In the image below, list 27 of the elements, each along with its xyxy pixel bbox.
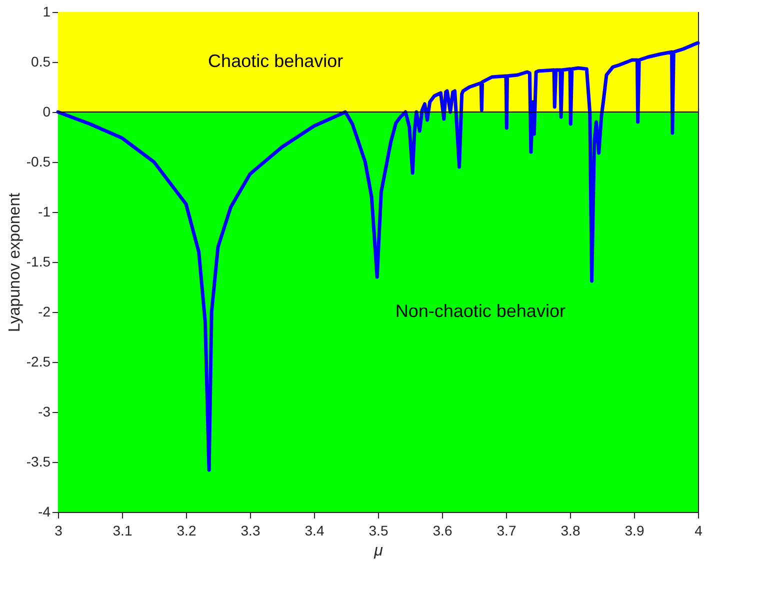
y-tick-label: -1.5 <box>26 254 51 270</box>
x-tick-label: 3.6 <box>432 522 452 538</box>
y-tick-label: -3 <box>38 404 51 420</box>
x-tick-label: 3.5 <box>368 522 388 538</box>
x-tick-label: 3.2 <box>176 522 196 538</box>
band-label: Chaotic behavior <box>208 51 344 71</box>
y-tick-label: -3.5 <box>26 454 51 470</box>
x-axis-title: μ <box>373 542 384 560</box>
y-tick-label: 1 <box>42 4 51 20</box>
y-axis-title: Lyapunov exponent <box>6 192 24 332</box>
y-tick-label: -4 <box>38 504 51 520</box>
band-label: Non-chaotic behavior <box>395 301 566 321</box>
x-tick-label: 3.7 <box>496 522 516 538</box>
x-tick-label: 3 <box>54 522 63 538</box>
y-tick-label: -2.5 <box>26 354 51 370</box>
x-tick-label: 4 <box>694 522 703 538</box>
x-tick-label: 3.4 <box>304 522 324 538</box>
y-tick-label: -2 <box>38 304 51 320</box>
line-series <box>56 41 700 472</box>
y-tick-label: -1 <box>38 204 51 220</box>
x-tick-label: 3.8 <box>560 522 580 538</box>
y-tick-label: -0.5 <box>26 154 51 170</box>
y-tick-label: 0.5 <box>31 54 51 70</box>
x-tick-label: 3.3 <box>240 522 260 538</box>
x-tick-label: 3.9 <box>624 522 644 538</box>
x-tick-label: 3.1 <box>112 522 132 538</box>
y-tick-label: 0 <box>42 104 51 120</box>
